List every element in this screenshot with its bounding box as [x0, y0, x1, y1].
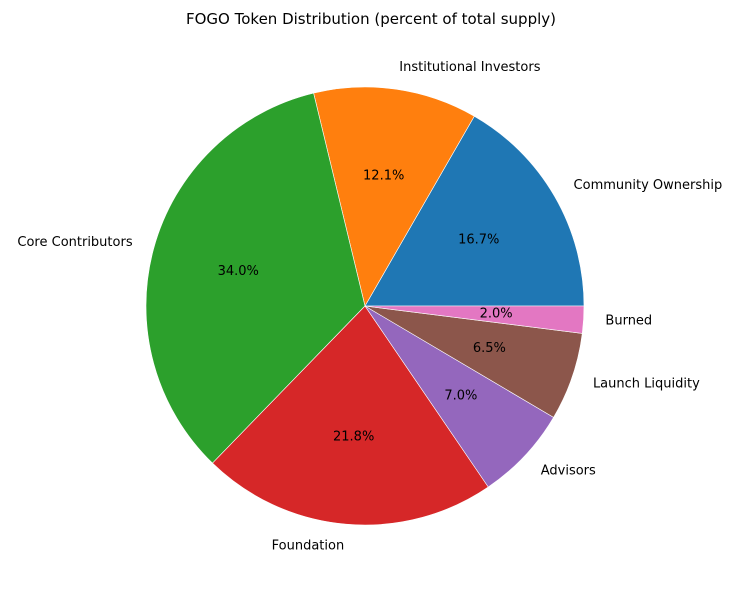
category-label-foundation: Foundation	[272, 539, 345, 554]
category-label-burned: Burned	[605, 314, 652, 329]
pie-slices	[145, 86, 585, 526]
pie-slice-burned	[364, 305, 585, 334]
chart-title: FOGO Token Distribution (percent of tota…	[186, 10, 556, 28]
pie-slice-foundation	[212, 305, 489, 526]
percent-label-advisors: 7.0%	[444, 388, 477, 403]
category-label-institutional-investors: Institutional Investors	[399, 60, 540, 75]
percent-label-institutional-investors: 12.1%	[363, 168, 404, 183]
pie-slice-core-contributors	[145, 92, 366, 464]
category-labels: Community Ownership Institutional Investo…	[17, 60, 722, 553]
percent-label-core-contributors: 34.0%	[218, 264, 259, 279]
percent-label-burned: 2.0%	[480, 307, 513, 322]
category-label-community-ownership: Community Ownership	[574, 178, 723, 193]
percent-label-foundation: 21.8%	[333, 429, 374, 444]
pie-slice-institutional-investors	[313, 86, 475, 307]
percent-label-launch-liquidity: 6.5%	[473, 341, 506, 356]
category-label-core-contributors: Core Contributors	[17, 235, 132, 250]
category-label-advisors: Advisors	[541, 463, 596, 478]
percent-label-community-ownership: 16.7%	[458, 233, 499, 248]
pie-slice-community-ownership	[364, 115, 585, 307]
percent-labels: 16.7% 12.1% 34.0% 21.8% 7.0% 6.5% 2.0%	[218, 168, 513, 444]
category-label-launch-liquidity: Launch Liquidity	[593, 376, 700, 391]
